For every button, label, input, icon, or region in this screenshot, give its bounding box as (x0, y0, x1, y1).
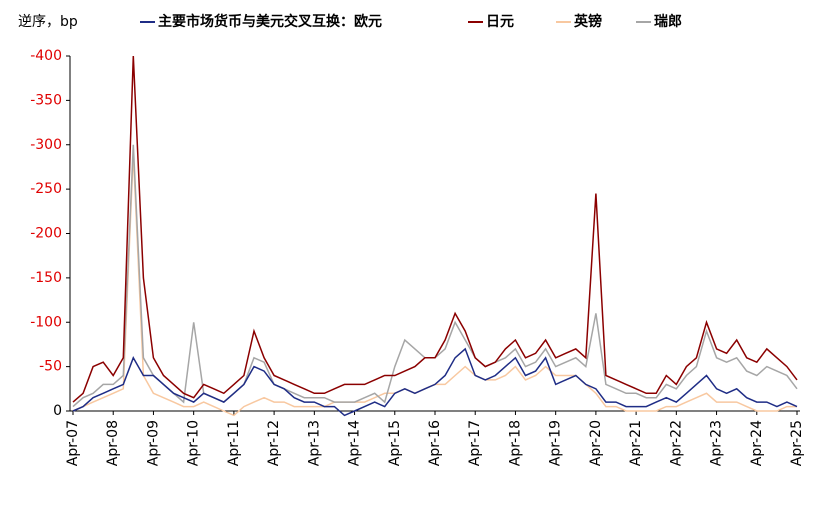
x-tick-label: Apr-12 (266, 420, 282, 466)
y-tick-label: -150 (30, 270, 62, 286)
x-tick-label: Apr-16 (427, 420, 443, 466)
y-tick-label: -250 (30, 181, 62, 197)
series-line (72, 144, 798, 408)
x-tick-label: Apr-13 (306, 420, 322, 466)
x-tick-label: Apr-11 (226, 420, 242, 466)
x-tick-label: Apr-23 (709, 420, 725, 466)
x-tick-label: Apr-14 (347, 420, 363, 466)
series-line (72, 347, 798, 417)
x-tick-label: Apr-25 (789, 420, 805, 466)
x-tick-label: Apr-18 (507, 420, 523, 466)
x-tick-label: Apr-17 (467, 420, 483, 466)
x-tick-label: Apr-08 (105, 420, 121, 466)
series-line (72, 55, 798, 403)
series-line (72, 153, 797, 417)
y-tick-label: -100 (30, 314, 62, 330)
y-tick-label: -350 (30, 92, 62, 108)
x-tick-label: Apr-24 (749, 420, 765, 466)
y-tick-label: 0 (53, 403, 62, 419)
x-tick-label: Apr-10 (186, 420, 202, 466)
legend-label: 日元 (486, 14, 514, 30)
legend-label: 主要市场货币与美元交叉互换：欧元 (158, 13, 382, 30)
y-tick-label: -200 (30, 226, 62, 242)
x-tick-label: Apr-07 (65, 420, 81, 466)
x-tick-label: Apr-21 (628, 420, 644, 466)
y-tick-label: -300 (30, 137, 62, 153)
x-tick-label: Apr-19 (548, 420, 564, 466)
x-tick-label: Apr-22 (668, 420, 684, 466)
y-axis-label: 逆序，bp (18, 14, 78, 30)
x-tick-label: Apr-15 (387, 420, 403, 466)
x-tick-label: Apr-20 (588, 420, 604, 466)
legend-label: 英镑 (573, 13, 602, 30)
y-tick-label: -50 (39, 359, 62, 375)
y-tick-label: -400 (30, 48, 62, 64)
x-tick-label: Apr-09 (145, 420, 161, 466)
legend-label: 瑞郎 (654, 13, 682, 30)
